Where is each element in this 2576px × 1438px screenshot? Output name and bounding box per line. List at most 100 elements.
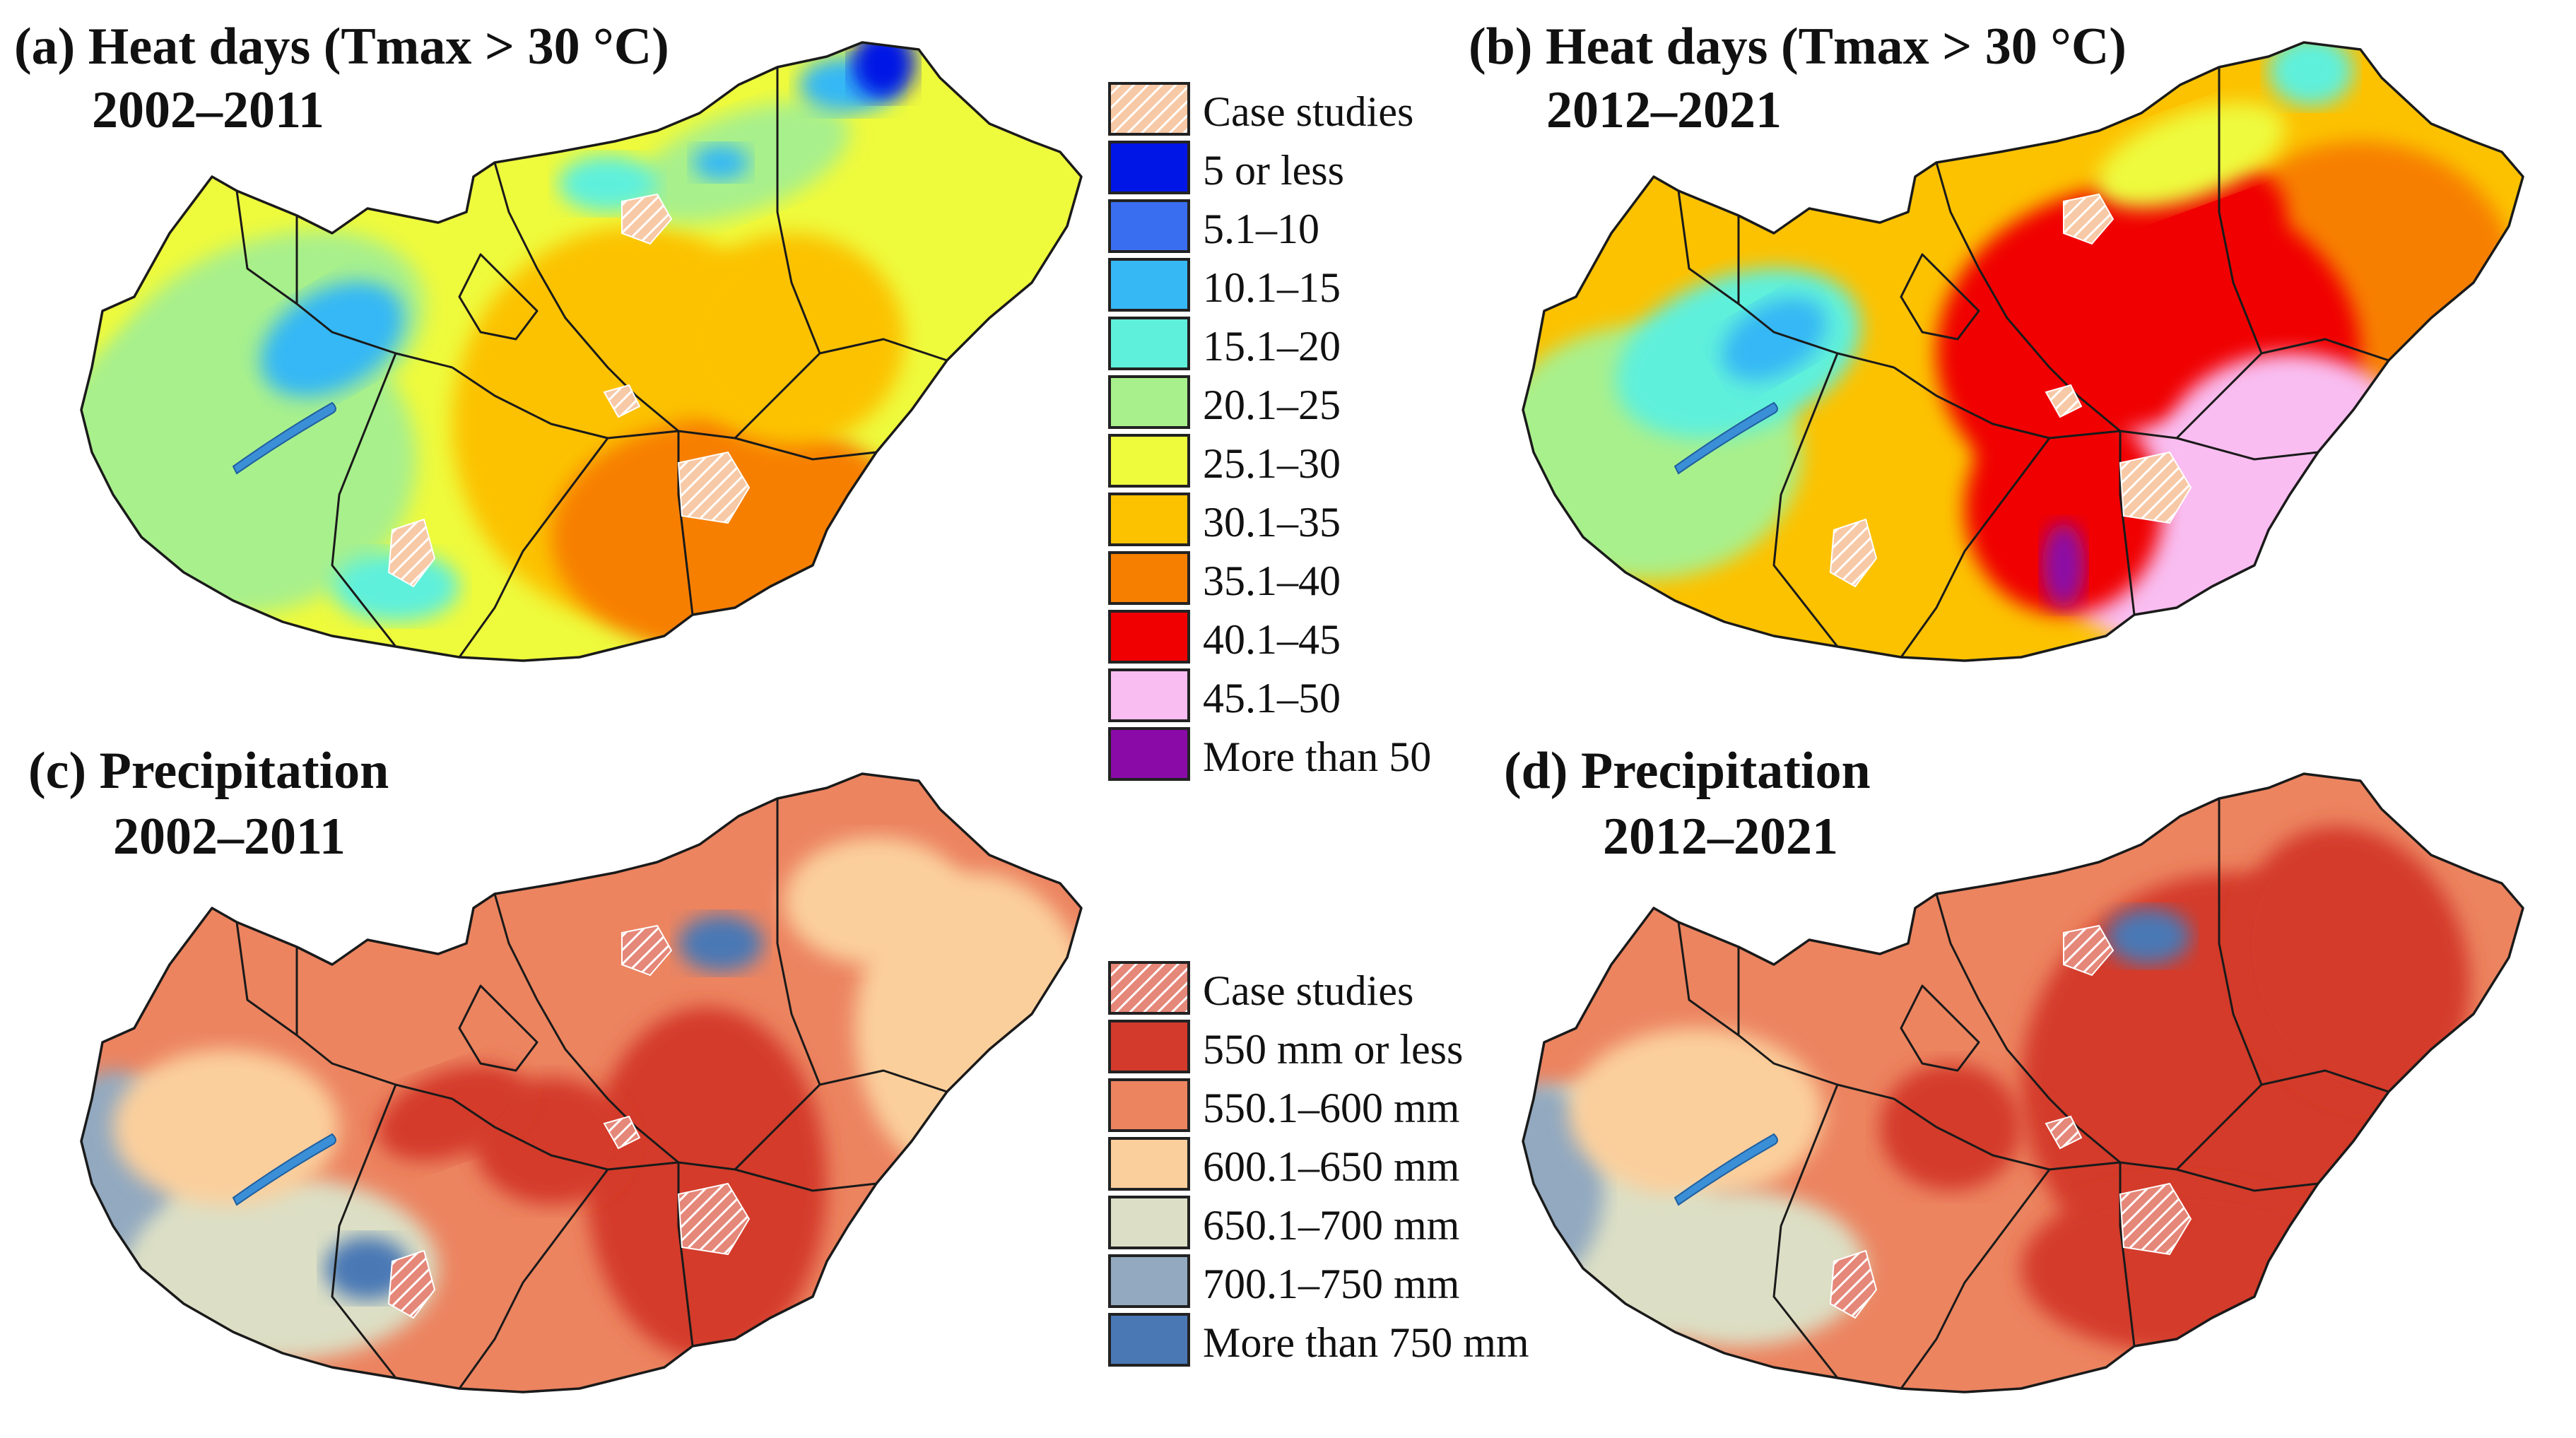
- map-a-county-boundary: [458, 253, 539, 341]
- map-a-county-boundary: [452, 366, 877, 461]
- legend-heat-swatch-0: [1108, 141, 1190, 194]
- legend-heat-swatch-9: [1108, 668, 1190, 722]
- map-d-county-boundary: [1677, 921, 1895, 1100]
- legend-heat-swatch-5: [1108, 434, 1190, 488]
- legend-precip-case-studies-swatch: [1108, 961, 1190, 1015]
- map-a-country-outline: [80, 41, 1083, 662]
- legend-heat-swatch-7: [1108, 551, 1190, 605]
- map-c-county-boundary: [458, 1169, 609, 1389]
- map-b-county-boundary: [1900, 437, 2051, 658]
- map-a-county-boundary: [493, 162, 679, 432]
- legend-heat-case-studies-label: Case studies: [1203, 88, 1413, 135]
- map-b-country-outline: [1522, 41, 2524, 662]
- legend-heat-swatch-6: [1108, 493, 1190, 546]
- legend-precip-swatch-1: [1108, 1078, 1190, 1132]
- map-d-county-boundary: [2218, 798, 2263, 1085]
- legend-precip-swatch-4: [1108, 1254, 1190, 1308]
- legend-precip-swatch-3: [1108, 1196, 1190, 1249]
- map-b-county-boundary: [1900, 253, 1980, 341]
- map-d-case-study-area: [2119, 1182, 2192, 1256]
- legend-heat-label-6: 30.1–35: [1203, 499, 1341, 546]
- map-a-county-boundary: [235, 190, 453, 369]
- map-c-county-boundary: [458, 984, 539, 1072]
- map-b-county-boundary: [2218, 67, 2263, 354]
- map-a-case-study-area: [621, 193, 673, 245]
- legend-heat-label-10: More than 50: [1203, 733, 1431, 780]
- panel-c-title: (c) Precipitation: [28, 742, 389, 800]
- panel-d-period: 2012–2021: [1603, 808, 1838, 866]
- panel-a-period: 2002–2011: [92, 81, 324, 139]
- map-d-county-boundary: [1935, 893, 2121, 1164]
- map-d-case-study-area: [1829, 1249, 1878, 1319]
- legend-precip-swatch-2: [1108, 1137, 1190, 1191]
- legend-heat-swatch-10: [1108, 727, 1190, 781]
- legend-heat-swatch-1: [1108, 199, 1190, 253]
- map-a-case-study-area: [603, 384, 641, 418]
- legend-precip-swatch-5: [1108, 1313, 1190, 1367]
- legend-precip-label-5: More than 750 mm: [1203, 1319, 1529, 1366]
- map-d-county-boundary: [1772, 1084, 1839, 1379]
- legend-heat-swatch-8: [1108, 610, 1190, 664]
- map-a-county-boundary: [776, 67, 821, 354]
- legend-heat-label-3: 15.1–20: [1203, 323, 1341, 370]
- panel-b-title: (b) Heat days (Tmax > 30 °C): [1469, 18, 2127, 76]
- map-a-lake-balaton: [232, 401, 336, 475]
- map-d-lake-balaton: [1674, 1133, 1778, 1206]
- map-c-case-study-area: [621, 924, 673, 977]
- map-a-county-boundary: [458, 437, 609, 658]
- map-d-county-boundary: [2119, 1162, 2136, 1347]
- legend-heat-label-8: 40.1–45: [1203, 616, 1341, 663]
- map-b-case-study-area: [2063, 193, 2115, 245]
- legend-precip-label-3: 650.1–700 mm: [1203, 1202, 1459, 1249]
- map-a-county-boundary: [331, 353, 397, 647]
- map-b-county-boundary: [1935, 162, 2121, 432]
- map-c-country-outline: [80, 772, 1083, 1393]
- map-c-county-boundary: [677, 1162, 694, 1347]
- panel-c-period: 2002–2011: [113, 808, 346, 866]
- legend-heat-swatch-3: [1108, 317, 1190, 370]
- map-b-case-study-area: [2045, 384, 2083, 418]
- map-a-case-study-area: [387, 518, 436, 588]
- map-b-lake-balaton: [1674, 401, 1778, 475]
- map-c-case-study-area: [387, 1249, 436, 1319]
- map-c-county-boundary: [235, 921, 453, 1100]
- map-a-county-boundary: [677, 431, 694, 615]
- legend-heat-label-0: 5 or less: [1203, 147, 1344, 194]
- map-c-case-study-area: [603, 1115, 641, 1150]
- legend-heat-swatch-4: [1108, 375, 1190, 429]
- map-a-case-study-area: [677, 451, 751, 524]
- legend-heat-swatch-2: [1108, 258, 1190, 312]
- legend-heat-label-5: 25.1–30: [1203, 440, 1341, 487]
- map-c-county-boundary: [331, 1084, 397, 1379]
- legend-heat-case-studies-swatch: [1108, 82, 1190, 136]
- map-d-case-study-area: [2045, 1115, 2083, 1150]
- panel-a-title: (a) Heat days (Tmax > 30 °C): [14, 18, 669, 76]
- map-d-county-boundary: [1900, 984, 1980, 1072]
- map-c-lake-balaton: [232, 1133, 336, 1206]
- legend-heat-label-1: 5.1–10: [1203, 206, 1319, 252]
- map-d-country-outline: [1522, 772, 2524, 1393]
- map-b-county-boundary: [1772, 353, 1839, 647]
- legend-precip-label-4: 700.1–750 mm: [1203, 1261, 1459, 1307]
- panel-d-title: (d) Precipitation: [1504, 742, 1871, 800]
- map-d-county-boundary: [1900, 1169, 2051, 1389]
- map-b-case-study-area: [1829, 518, 1878, 588]
- legend-heat-label-4: 20.1–25: [1203, 382, 1341, 428]
- panel-b-period: 2012–2021: [1546, 81, 1782, 139]
- map-b-case-study-area: [2119, 451, 2192, 524]
- map-c-county-boundary: [776, 798, 821, 1085]
- legend-precip-case-studies-label: Case studies: [1203, 967, 1413, 1014]
- map-c-county-boundary: [493, 893, 679, 1164]
- map-c-case-study-area: [677, 1182, 751, 1256]
- map-b-county-boundary: [2119, 431, 2136, 615]
- map-c-county-boundary: [452, 1097, 877, 1192]
- legend-heat-label-7: 35.1–40: [1203, 558, 1341, 604]
- legend-precip-label-0: 550 mm or less: [1203, 1026, 1463, 1073]
- legend-precipitation: Case studies 550 mm or less 550.1–600 mm 6…: [1108, 961, 1529, 1367]
- map-b-county-boundary: [1677, 190, 1895, 369]
- map-b-county-boundary: [1893, 366, 2319, 461]
- legend-precip-label-1: 550.1–600 mm: [1203, 1085, 1459, 1131]
- legend-heat-days: Case studies 5 or less 5.1–10 10.1–15 15.1–…: [1108, 82, 1431, 781]
- legend-heat-label-2: 10.1–15: [1203, 264, 1341, 311]
